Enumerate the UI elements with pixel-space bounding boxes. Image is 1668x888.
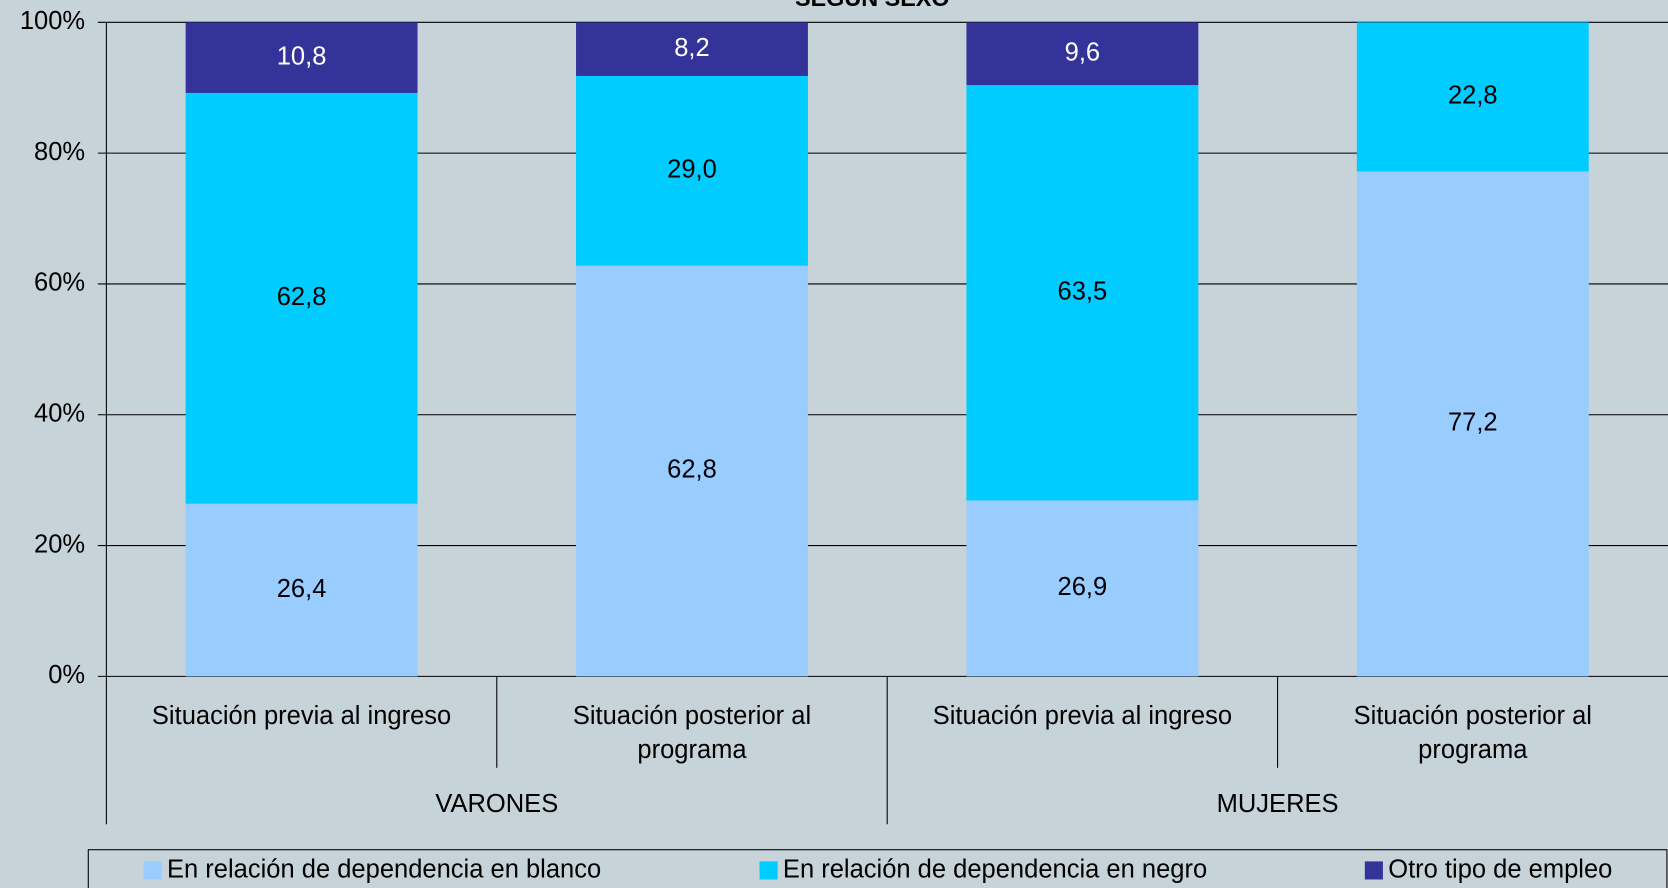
- data-label: 26,4: [277, 575, 327, 603]
- y-tick-label: 80%: [34, 138, 85, 166]
- bar-segment: [185, 503, 418, 677]
- data-label: 29,0: [667, 156, 717, 184]
- bar-segment: [576, 75, 808, 266]
- bar-segment: [1356, 171, 1589, 677]
- data-label: 22,8: [1448, 82, 1498, 110]
- bar-segment: [1356, 22, 1589, 172]
- legend-label: Otro tipo de empleo: [1388, 856, 1612, 884]
- x-tick-label: Situación posterior al programa: [1354, 702, 1592, 764]
- y-tick-label: 20%: [34, 530, 85, 558]
- data-label: 9,6: [1065, 38, 1100, 66]
- y-tick-label: 0%: [48, 661, 85, 689]
- bar-segment: [576, 22, 808, 76]
- group-label: VARONES: [435, 790, 558, 818]
- bar-segment: [966, 22, 1199, 86]
- legend-swatch: [759, 861, 778, 880]
- y-tick-label: 40%: [34, 399, 85, 427]
- data-label: 62,8: [277, 283, 327, 311]
- data-label: 10,8: [277, 42, 327, 70]
- legend-label: En relación de dependencia en negro: [783, 856, 1207, 884]
- bar-segment: [185, 22, 418, 93]
- bar-segment: [966, 85, 1199, 501]
- legend-box: [87, 849, 1668, 888]
- bar-segment: [966, 500, 1199, 677]
- bar-segment: [576, 265, 808, 677]
- data-label: 8,2: [674, 34, 709, 62]
- x-tick-label: Situación previa al ingreso: [152, 702, 451, 730]
- data-label: 62,8: [667, 456, 717, 484]
- data-label: 63,5: [1058, 278, 1108, 306]
- x-tick-label: Situación previa al ingreso: [933, 702, 1232, 730]
- y-tick-label: 100%: [20, 7, 85, 35]
- legend-label: En relación de dependencia en blanco: [167, 856, 601, 884]
- group-label: MUJERES: [1217, 790, 1339, 818]
- chart-title: SEGÚN SEXO: [795, 0, 950, 11]
- data-label: 77,2: [1448, 409, 1498, 437]
- legend-swatch: [143, 861, 162, 880]
- data-label: 26,9: [1058, 573, 1108, 601]
- legend-swatch: [1364, 861, 1383, 880]
- bar-segment: [185, 92, 418, 504]
- x-tick-label: Situación posterior al programa: [573, 702, 811, 764]
- y-tick-label: 60%: [34, 269, 85, 297]
